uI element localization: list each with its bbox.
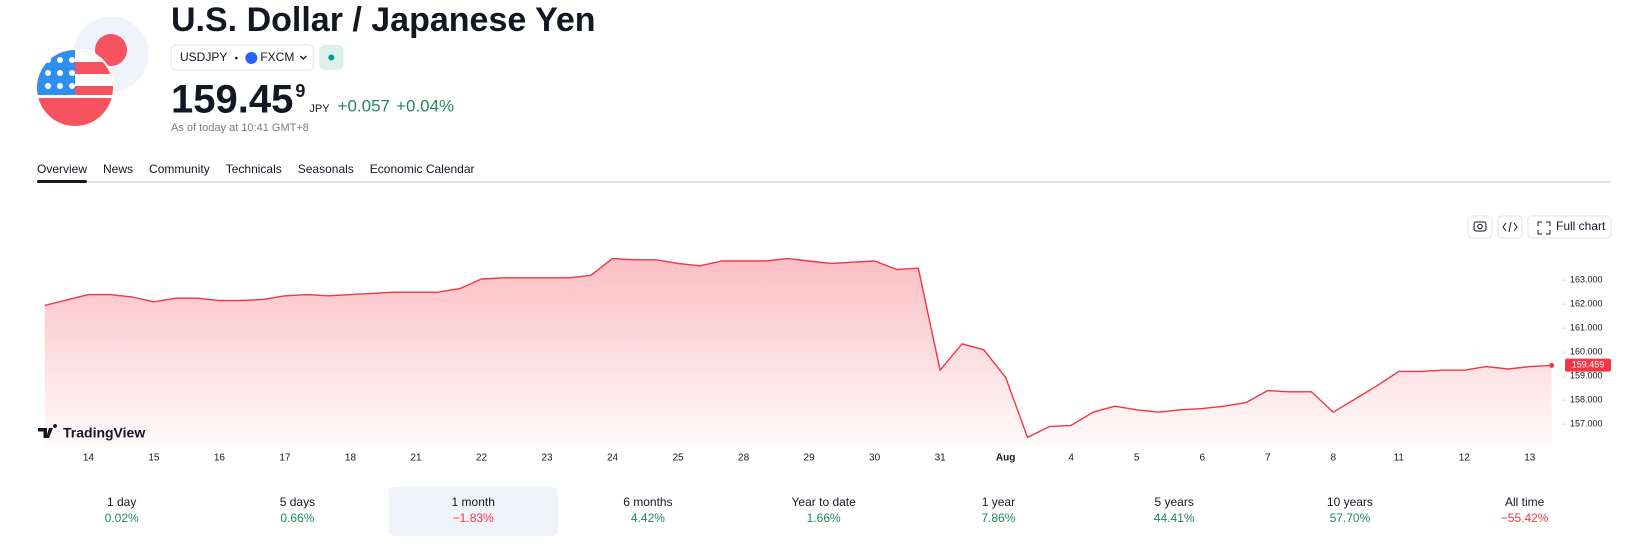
period-change: 0.66% (280, 511, 314, 525)
as-of: As of today at 10:41 GMT+8 (171, 122, 309, 134)
last-value-badge (1565, 358, 1611, 372)
fullscreen-icon (1537, 221, 1551, 235)
x-tick-label: 12 (1459, 453, 1471, 464)
y-tick-label: 161.000 (1570, 323, 1603, 333)
tabs: Overview News Community Technicals Seasonals… (37, 162, 475, 183)
status-dot (328, 54, 335, 61)
camera-icon (1473, 221, 1487, 232)
period-label[interactable]: 1 day (107, 495, 136, 509)
y-tick-label: 157.000 (1570, 419, 1603, 429)
brand-icon (38, 424, 58, 438)
x-tick-label: 31 (935, 453, 947, 464)
tab[interactable]: Community (149, 162, 210, 176)
x-tick-label: 29 (804, 453, 816, 464)
brand: TradingView (38, 424, 145, 441)
x-tick-label: 4 (1068, 453, 1074, 464)
symbol-logo (35, 13, 152, 128)
x-tick-label: 7 (1265, 453, 1271, 464)
exchange-logo (245, 52, 258, 64)
period-change: 44.41% (1154, 511, 1195, 525)
tab[interactable]: News (103, 162, 133, 176)
full-chart-label: Full chart (1556, 219, 1606, 233)
x-tick-label: 22 (476, 453, 488, 464)
period-label[interactable]: 6 months (623, 495, 672, 509)
tab[interactable]: Economic Calendar (370, 162, 475, 176)
x-tick-label: 18 (345, 453, 357, 464)
currency: JPY (309, 103, 330, 115)
x-tick-label: 5 (1134, 453, 1140, 464)
x-tick-label: 23 (541, 453, 553, 464)
x-tick-label: 21 (410, 453, 422, 464)
chart: 157.000 158.000 159.000 160.000 161.000 162.0… (44, 257, 1611, 464)
separator (235, 56, 238, 60)
period-change: 1.66% (807, 511, 841, 525)
tab[interactable]: Technicals (226, 162, 282, 176)
last-value-label: 159.459 (1572, 360, 1605, 370)
snapshot-button[interactable] (1467, 215, 1493, 239)
y-tick-label: 163.000 (1570, 275, 1603, 285)
tab[interactable]: Overview (37, 162, 87, 176)
period-change: 7.86% (981, 511, 1015, 525)
period-change: −1.83% (453, 511, 494, 525)
selected-period-bg[interactable] (388, 487, 559, 536)
period-change: 4.42% (631, 511, 665, 525)
y-tick-label: 160.000 (1570, 347, 1603, 357)
area-fill (44, 258, 1552, 447)
period-change: 57.70% (1330, 511, 1371, 525)
change-percent: +0.04% (396, 96, 454, 115)
performance: 1 day 0.02% 5 days 0.66% 1 month −1.83% 6 mont… (105, 487, 1549, 536)
y-tick-label: 159.000 (1570, 371, 1603, 381)
period-label[interactable]: 10 years (1327, 495, 1373, 509)
x-tick-label: 6 (1199, 453, 1205, 464)
price-superscript: 9 (295, 81, 305, 101)
symbol-pill[interactable] (170, 44, 314, 71)
x-tick-label: 28 (738, 453, 750, 464)
x-tick-label: 11 (1394, 453, 1405, 464)
chevron (299, 55, 307, 60)
code-icon (1502, 221, 1518, 233)
x-tick-label: 30 (869, 453, 881, 464)
period-label[interactable]: 1 month (452, 495, 495, 509)
camera-lens (1477, 223, 1483, 230)
x-tick-label: 14 (83, 453, 95, 464)
period-label[interactable]: 1 year (982, 495, 1015, 509)
period-change: 0.02% (105, 511, 139, 525)
y-tick-label: 158.000 (1570, 395, 1603, 405)
x-tick-label: 16 (214, 453, 226, 464)
tab[interactable]: Seasonals (298, 162, 354, 176)
chart-toolbar: Full chart (1467, 215, 1612, 239)
period-label[interactable]: 5 days (280, 495, 315, 509)
last-point (1549, 362, 1555, 368)
period-change: −55.42% (1501, 511, 1549, 525)
price-line (44, 257, 1552, 439)
tab-underline (37, 180, 88, 183)
exchange: FXCM (260, 50, 294, 64)
x-tick-label: 8 (1330, 453, 1336, 464)
period-label[interactable]: All time (1505, 495, 1545, 509)
title: U.S. Dollar / Japanese Yen (171, 1, 596, 39)
x-tick-label: 24 (607, 453, 619, 464)
x-tick-label: 13 (1524, 453, 1536, 464)
x-tick-label: 15 (148, 453, 160, 464)
change: +0.057 (338, 96, 390, 115)
x-tick-label: Aug (996, 453, 1015, 464)
period-label[interactable]: 5 years (1154, 495, 1193, 509)
period-label[interactable]: Year to date (792, 495, 857, 509)
y-tick-label: 162.000 (1570, 299, 1603, 309)
symbol: USDJPY (180, 50, 227, 64)
x-tick-label: 25 (672, 453, 684, 464)
price: 159.45 (171, 78, 293, 122)
brand-name: TradingView (63, 425, 145, 441)
x-tick-label: 17 (279, 453, 291, 464)
